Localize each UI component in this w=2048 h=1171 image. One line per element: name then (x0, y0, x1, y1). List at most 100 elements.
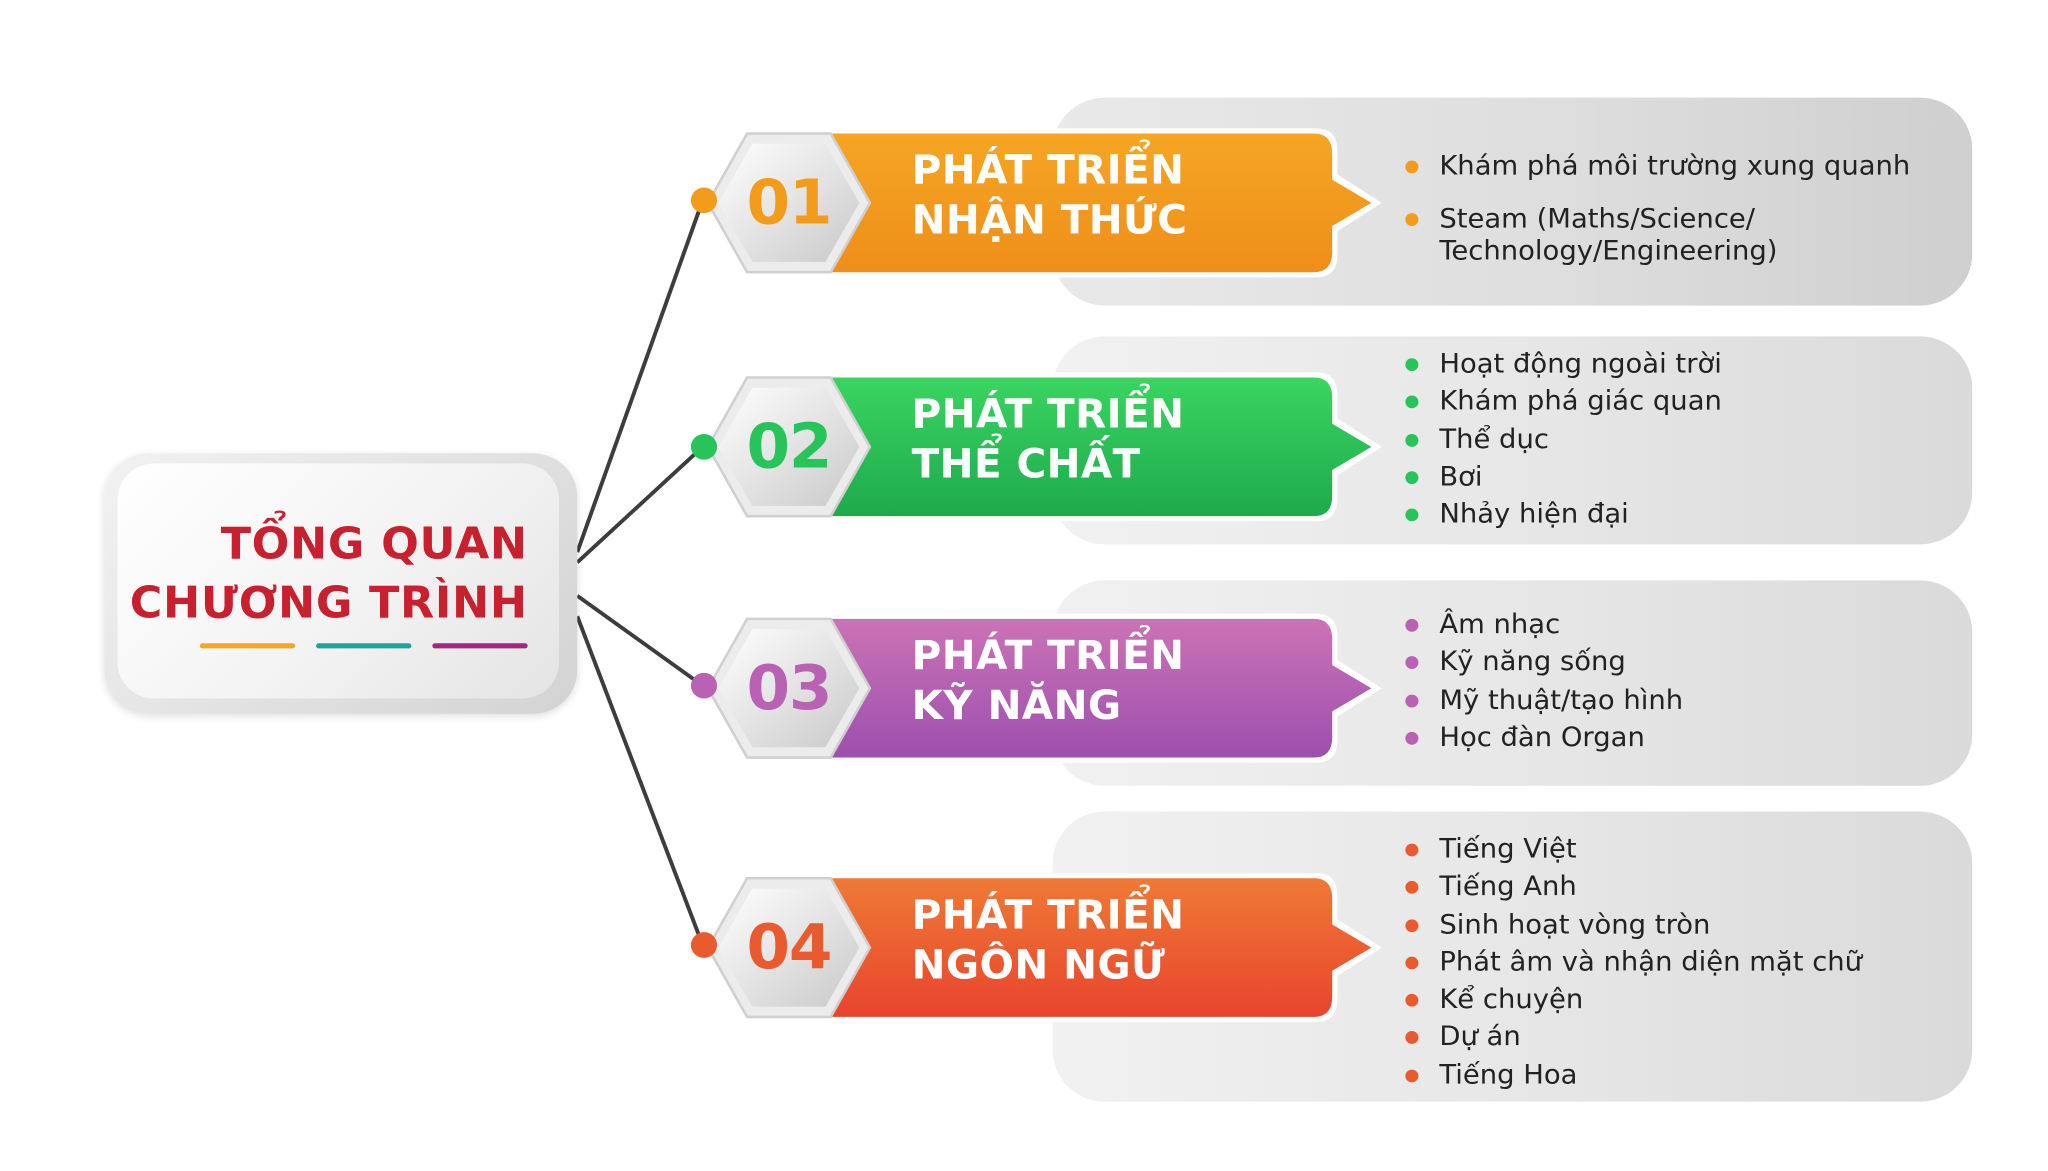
section-2-heading-line-1: PHÁT TRIỂN (911, 391, 1185, 438)
section-4-banner-fill (796, 878, 1372, 1017)
bullet-dot (1405, 656, 1419, 670)
section-4-heading-line-2: NGÔN NGỮ (911, 942, 1166, 989)
overview-title-card-inner: TỔNG QUAN CHƯƠNG TRÌNH (117, 463, 560, 699)
list-item: Phát âm và nhận diện mặt chữ (1405, 944, 1862, 982)
list-item-text: Phát âm và nhận diện mặt chữ (1439, 946, 1863, 977)
list-item: Dự án (1405, 1019, 1862, 1057)
list-item-text: Hoạt động ngoài trời (1439, 347, 1722, 379)
section-1-number: 01 (746, 166, 833, 239)
list-item: Technology/Engineering) (1405, 235, 1910, 267)
section-3-number-badge: 03 (705, 616, 872, 760)
bullet-dot (1405, 843, 1419, 857)
section-2-connector-dot (690, 433, 718, 460)
connector-line-1 (575, 199, 705, 553)
section-3-banner: PHÁT TRIỂN KỸ NĂNG (781, 606, 1382, 770)
list-item-text: Technology/Engineering) (1439, 234, 1778, 266)
section-2-banner-fill (796, 377, 1372, 517)
section-3-heading-line-2: KỸ NĂNG (911, 683, 1122, 730)
list-item-text: Tiếng Việt (1439, 833, 1577, 865)
list-item-text: Kể chuyện (1439, 983, 1584, 1015)
list-item: Sinh hoạt vòng tròn (1405, 906, 1862, 944)
list-item: Hoạt động ngoài trời (1405, 345, 1722, 383)
section-2-item-list: Hoạt động ngoài trời Khám phá giác quan … (1405, 345, 1722, 533)
title-underline-bar-3 (432, 643, 528, 649)
bullet-dot (1405, 618, 1419, 632)
list-item: Tiếng Việt (1405, 831, 1862, 869)
section-4-number-badge: 04 (705, 876, 872, 1020)
bullet-dot (1405, 956, 1419, 970)
list-item: Nhảy hiện đại (1405, 496, 1722, 534)
list-item: Mỹ thuật/tạo hình (1405, 681, 1683, 719)
bullet-dot (1405, 471, 1419, 484)
section-1-heading: PHÁT TRIỂN NHẬN THỨC (912, 146, 1188, 246)
section-2-number-badge: 02 (705, 375, 872, 519)
section-1-banner: PHÁT TRIỂN NHẬN THỨC (781, 121, 1382, 285)
list-item-text: Sinh hoạt vòng tròn (1439, 908, 1711, 940)
connector-line-3 (576, 594, 704, 688)
title-underline-bar-2 (316, 643, 412, 649)
section-1-connector-dot (690, 187, 718, 214)
section-1-heading-line-2: NHẬN THỨC (911, 197, 1188, 244)
overview-title-line-2: CHƯƠNG TRÌNH (129, 577, 528, 630)
section-3-heading: PHÁT TRIỂN KỸ NĂNG (912, 632, 1185, 732)
section-1-heading-line-1: PHÁT TRIỂN (911, 147, 1185, 194)
list-item-text: Nhảy hiện đại (1439, 498, 1629, 530)
bullet-dot (1405, 160, 1419, 174)
list-item: Tiếng Hoa (1405, 1056, 1862, 1094)
section-2-heading: PHÁT TRIỂN THỂ CHẤT (912, 390, 1185, 490)
bullet-dot (1405, 213, 1419, 226)
list-item: Bơi (1405, 458, 1722, 496)
section-3-connector-dot (690, 672, 718, 699)
bullet-dot (1405, 731, 1419, 745)
bullet-dot (1405, 881, 1419, 895)
bullet-dot (1405, 694, 1419, 707)
section-4-connector-dot (690, 932, 718, 958)
section-4-heading-line-1: PHÁT TRIỂN (911, 892, 1185, 939)
list-item-text: Tiếng Hoa (1439, 1059, 1578, 1090)
bullet-dot (1405, 1069, 1419, 1083)
list-item: Kỹ năng sống (1405, 644, 1683, 682)
list-item-text: Thể dục (1439, 423, 1549, 455)
section-2-banner: PHÁT TRIỂN THỂ CHẤT (781, 365, 1382, 529)
list-item: Khám phá giác quan (1405, 383, 1722, 421)
section-1-number-badge: 01 (705, 131, 872, 275)
list-item: Học đàn Organ (1405, 719, 1683, 757)
section-3-heading-line-1: PHÁT TRIỂN (911, 633, 1185, 680)
overview-title: TỔNG QUAN CHƯƠNG TRÌNH (130, 515, 528, 633)
list-item-text: Steam (Maths/Science/ (1439, 202, 1756, 234)
list-item-text: Bơi (1439, 460, 1483, 492)
section-3-banner-fill (796, 618, 1372, 758)
overview-title-card: TỔNG QUAN CHƯƠNG TRÌNH (104, 453, 578, 714)
bullet-dot (1405, 1031, 1419, 1045)
section-2-heading-line-2: THỂ CHẤT (911, 441, 1141, 488)
bullet-dot (1405, 918, 1419, 932)
list-item-text: Kỹ năng sống (1439, 646, 1626, 678)
bullet-dot (1405, 433, 1419, 447)
list-item: Tiếng Anh (1405, 868, 1862, 906)
list-item: Âm nhạc (1405, 606, 1683, 644)
bullet-dot (1405, 994, 1419, 1007)
connector-line-2 (575, 445, 705, 564)
list-item-text: Tiếng Anh (1439, 870, 1577, 902)
bullet-dot (1405, 358, 1419, 372)
list-item-text: Học đàn Organ (1439, 721, 1645, 753)
list-item-text: Khám phá môi trường xung quanh (1439, 150, 1911, 182)
section-3-number: 03 (746, 652, 833, 725)
connector-line-4 (575, 615, 705, 946)
section-4-item-list: Tiếng Việt Tiếng Anh Sinh hoạt vòng tròn… (1405, 831, 1862, 1094)
list-item: Khám phá môi trường xung quanh (1405, 150, 1910, 182)
list-item: Thể dục (1405, 421, 1722, 459)
title-underline-bars (199, 643, 528, 649)
title-underline-bar-1 (199, 643, 296, 649)
section-1-item-list: Khám phá môi trường xung quanh Steam (Ma… (1405, 150, 1910, 287)
section-4-heading: PHÁT TRIỂN NGÔN NGỮ (912, 891, 1185, 991)
list-item-text: Mỹ thuật/tạo hình (1439, 683, 1684, 715)
list-item-text: Dự án (1439, 1021, 1521, 1053)
overview-title-line-1: TỔNG QUAN (220, 518, 528, 571)
bullet-dot (1405, 395, 1419, 409)
list-item: Kể chuyện (1405, 981, 1862, 1019)
section-4-banner: PHÁT TRIỂN NGÔN NGỮ (781, 865, 1382, 1029)
section-4-number: 04 (746, 911, 833, 984)
